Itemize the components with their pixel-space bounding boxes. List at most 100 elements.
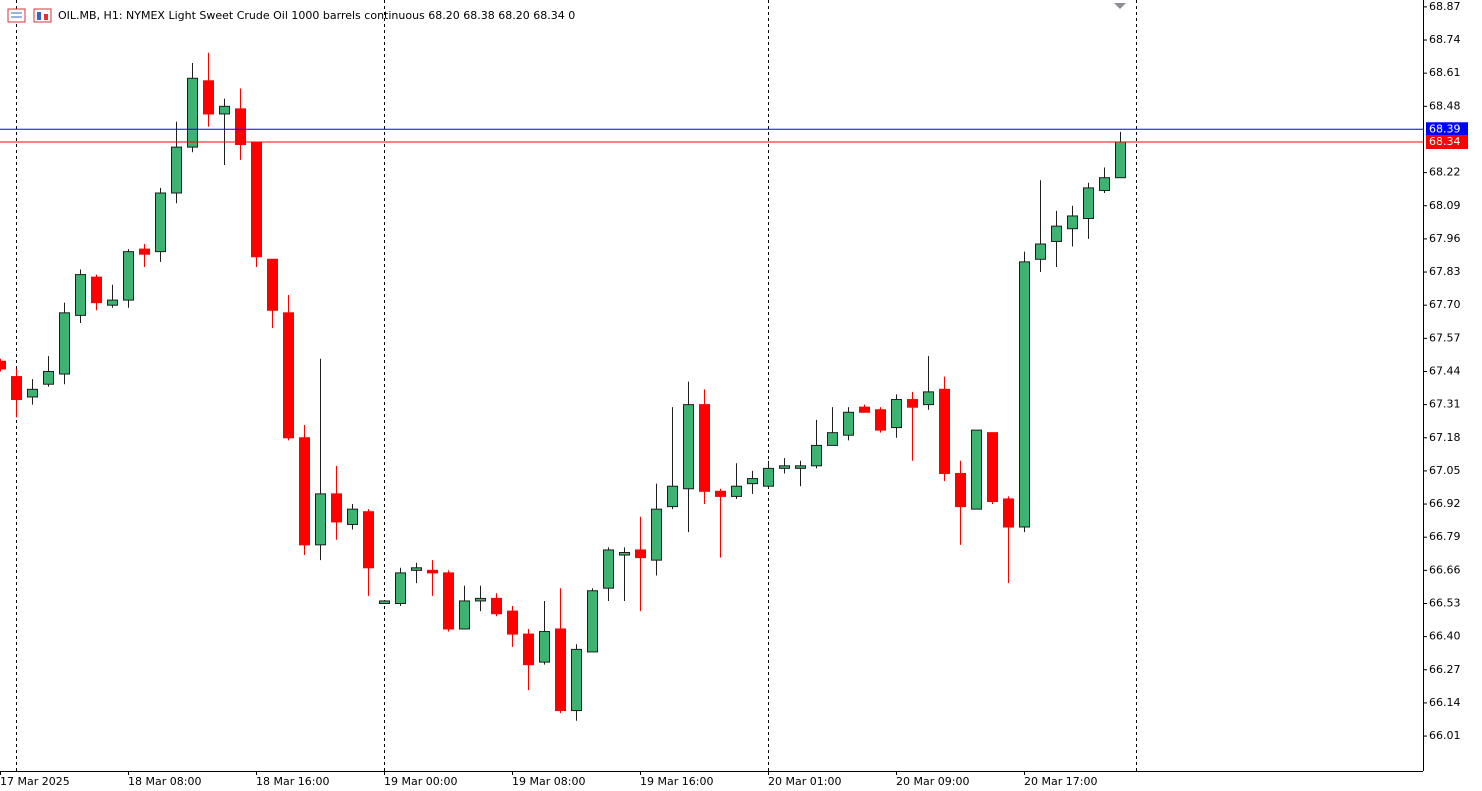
candle-body (203, 80, 214, 115)
x-tick-label: 19 Mar 00:00 (384, 775, 457, 788)
icon-bar (44, 14, 48, 20)
candle-body (443, 572, 454, 630)
candle-body (331, 493, 342, 523)
candle-body (11, 376, 22, 401)
chart-title: OIL.MB, H1: NYMEX Light Sweet Crude Oil … (58, 9, 575, 22)
icon (33, 8, 52, 23)
candle-body (539, 631, 550, 663)
y-tick-label: 66.92 (1429, 497, 1461, 510)
candle-body (827, 432, 838, 446)
candle-body (315, 493, 326, 546)
candle-body (795, 465, 806, 469)
candle-body (395, 572, 406, 604)
y-tick-label: 68.09 (1429, 199, 1461, 212)
icon-bar (37, 12, 41, 20)
candle-body (683, 404, 694, 490)
candle-body (1067, 215, 1078, 230)
y-tick-label: 68.48 (1429, 99, 1461, 112)
candle-body (651, 508, 662, 561)
candle-body (507, 610, 518, 635)
y-tick-label: 66.27 (1429, 663, 1461, 676)
candle-body (75, 274, 86, 316)
x-tick-label: 20 Mar 09:00 (896, 775, 969, 788)
candle-body (987, 432, 998, 503)
y-tick-label: 67.05 (1429, 464, 1461, 477)
candle-body (139, 248, 150, 255)
candle-body (43, 370, 54, 385)
candle-body (283, 312, 294, 439)
candle-body (459, 600, 470, 630)
candle-body (251, 141, 262, 258)
candle-body (411, 567, 422, 571)
candle-body (843, 411, 854, 436)
title-icons (7, 8, 52, 23)
y-tick-label: 66.14 (1429, 696, 1461, 709)
candle-body (267, 258, 278, 311)
x-tick-label: 20 Mar 01:00 (768, 775, 841, 788)
y-tick-label: 68.87 (1429, 0, 1461, 13)
candle-body (0, 360, 6, 370)
candle-body (1003, 498, 1014, 528)
candle-body (91, 276, 102, 304)
candle-body (171, 146, 182, 194)
candle-body (939, 388, 950, 474)
y-tick-label: 67.18 (1429, 431, 1461, 444)
candle-body (491, 597, 502, 615)
candle-body (731, 485, 742, 497)
candle-body (219, 105, 230, 115)
shift-marker (1114, 3, 1126, 9)
candle-body (699, 404, 710, 492)
candle-body (875, 409, 886, 431)
price-label: 68.39 (1429, 122, 1461, 135)
candle-body (907, 399, 918, 408)
candle-body (187, 77, 198, 148)
y-tick-label: 66.01 (1429, 729, 1461, 742)
candle-body (971, 429, 982, 510)
y-tick-label: 68.61 (1429, 66, 1461, 79)
candle-body (587, 590, 598, 653)
candle-body (155, 192, 166, 253)
candle-body (715, 490, 726, 497)
candle-body (379, 600, 390, 604)
candle-body (235, 108, 246, 146)
candle-body (859, 406, 870, 413)
candle-body (1035, 243, 1046, 260)
price-label-box (1426, 122, 1468, 137)
candle-body (1099, 177, 1110, 191)
y-tick-label: 67.70 (1429, 298, 1461, 311)
candle-body (955, 472, 966, 508)
candle-body (667, 485, 678, 508)
price-label-box (1426, 135, 1468, 150)
x-tick-label: 19 Mar 16:00 (640, 775, 713, 788)
candle-body (1083, 187, 1094, 220)
price-label: 68.34 (1429, 135, 1461, 148)
y-tick-label: 67.44 (1429, 364, 1461, 377)
candle-body (523, 633, 534, 666)
y-tick-label: 66.40 (1429, 630, 1461, 643)
candle-body (475, 597, 486, 602)
candle-body (427, 569, 438, 574)
y-tick-label: 67.83 (1429, 265, 1461, 278)
candle-body (891, 399, 902, 429)
candle-body (123, 251, 134, 301)
y-tick-label: 67.31 (1429, 398, 1461, 411)
candle-body (635, 549, 646, 559)
y-tick-label: 68.22 (1429, 166, 1461, 179)
candle-body (763, 467, 774, 487)
y-tick-label: 67.57 (1429, 331, 1461, 344)
candle-body (1019, 261, 1030, 528)
candle-body (1115, 141, 1126, 179)
candle-body (747, 478, 758, 485)
y-tick-label: 68.74 (1429, 33, 1461, 46)
x-tick-label: 17 Mar 2025 (0, 775, 70, 788)
y-tick-label: 66.66 (1429, 563, 1461, 576)
candle-body (347, 508, 358, 525)
candle-body (299, 437, 310, 546)
candle-body (923, 391, 934, 406)
x-tick-label: 18 Mar 16:00 (256, 775, 329, 788)
candle-body (811, 444, 822, 467)
candle-body (779, 465, 790, 469)
candle-body (27, 388, 38, 398)
candle-body (619, 551, 630, 556)
